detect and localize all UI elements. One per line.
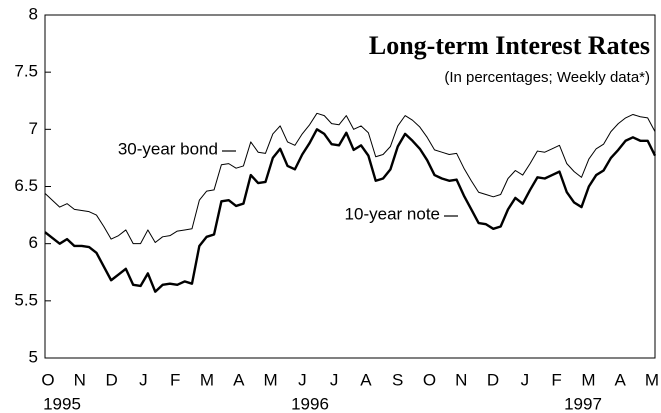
series-label: 10-year note (345, 204, 440, 223)
x-tick-label: S (392, 370, 403, 389)
x-tick-label: O (423, 370, 436, 389)
x-tick-label: O (41, 370, 54, 389)
x-tick-label: M (645, 370, 659, 389)
x-tick-label: M (581, 370, 595, 389)
x-tick-label: N (455, 370, 467, 389)
x-tick-label: D (105, 370, 117, 389)
series-line (44, 128, 657, 293)
chart-title: Long-term Interest Rates (369, 31, 650, 60)
x-tick-label: J (139, 370, 148, 389)
x-tick-label: F (170, 370, 180, 389)
year-label: 1997 (564, 394, 602, 413)
y-tick-label: 5 (29, 347, 38, 366)
x-tick-label: J (330, 370, 339, 389)
y-tick-label: 5.5 (14, 290, 38, 309)
year-label: 1995 (43, 394, 81, 413)
x-tick-label: M (200, 370, 214, 389)
x-tick-label: N (74, 370, 86, 389)
y-tick-label: 7 (29, 119, 38, 138)
year-label: 1996 (291, 394, 329, 413)
x-tick-label: M (263, 370, 277, 389)
x-tick-label: A (360, 370, 372, 389)
x-tick-label: F (551, 370, 561, 389)
x-tick-label: D (487, 370, 499, 389)
x-tick-label: A (233, 370, 245, 389)
y-tick-label: 8 (29, 4, 38, 23)
y-tick-label: 7.5 (14, 62, 38, 81)
chart-subtitle: (In percentages; Weekly data*) (444, 69, 650, 86)
y-tick-label: 6.5 (14, 176, 38, 195)
series-label: 30-year bond (118, 139, 218, 158)
x-tick-label: A (615, 370, 627, 389)
x-tick-label: J (521, 370, 530, 389)
series-line (44, 112, 656, 245)
x-tick-label: J (298, 370, 307, 389)
y-tick-label: 6 (29, 233, 38, 252)
